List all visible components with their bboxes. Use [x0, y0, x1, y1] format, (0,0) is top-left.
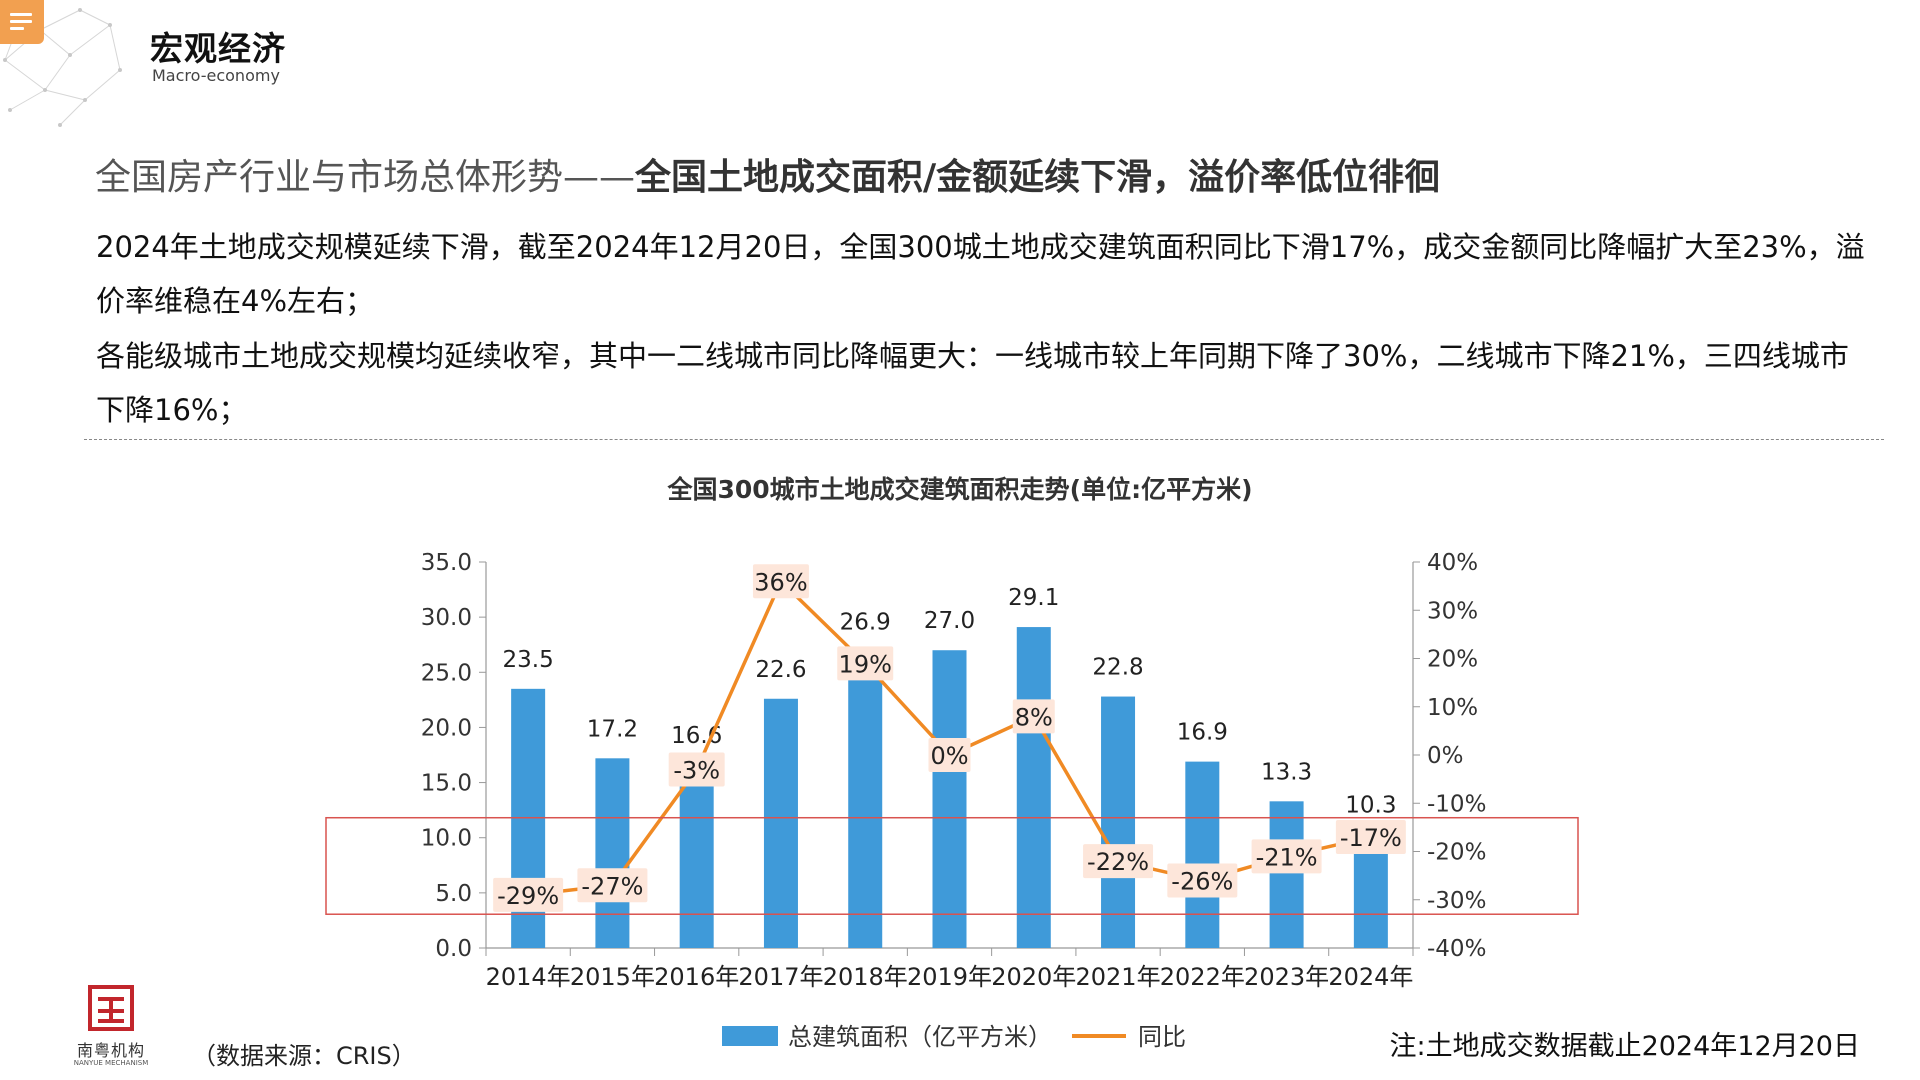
- summary-paragraph-1: 2024年土地成交规模延续下滑，截至2024年12月20日，全国300城土地成交…: [96, 230, 1865, 318]
- x-tick-label: 2014年: [486, 963, 571, 991]
- logo-mark: [88, 985, 134, 1031]
- bar: [1101, 696, 1136, 948]
- yoy-label: 8%: [1015, 703, 1053, 731]
- yoy-label-box: [1167, 863, 1238, 898]
- yoy-label-box: [752, 564, 809, 599]
- bar-value-label: 23.5: [503, 647, 554, 673]
- yoy-label-box: [668, 752, 725, 787]
- yoy-label: -22%: [1087, 848, 1149, 876]
- yoy-label-box: [577, 868, 648, 903]
- data-note: 注:土地成交数据截止2024年12月20日: [1389, 1031, 1860, 1062]
- summary-paragraph-2: 各能级城市土地成交规模均延续收窄，其中一二线城市同比降幅更大：一线城市较上年同期…: [96, 339, 1849, 427]
- dashed-divider: [84, 439, 1884, 440]
- bar: [1269, 801, 1304, 948]
- logo-text-en: NANYUE MECHANISM: [73, 1059, 149, 1067]
- bar-value-label: 26.9: [840, 609, 891, 635]
- headline-emphasis: 全国土地成交面积/金额延续下滑，溢价率低位徘徊: [635, 157, 1441, 198]
- yoy-label-box: [1012, 699, 1055, 734]
- bar: [932, 650, 967, 948]
- y-right-tick-label: 40%: [1427, 550, 1478, 576]
- x-tick-label: 2017年: [738, 963, 823, 991]
- x-tick-label: 2019年: [907, 963, 992, 991]
- legend-bar-swatch: [722, 1026, 778, 1046]
- y-left-tick-label: 15.0: [421, 771, 472, 797]
- y-left-tick-label: 10.0: [421, 826, 472, 852]
- x-tick-label: 2018年: [823, 963, 908, 991]
- y-right-tick-label: -40%: [1427, 936, 1486, 962]
- x-tick-label: 2023年: [1244, 963, 1329, 991]
- yoy-label: -3%: [673, 756, 720, 784]
- y-left-tick-label: 5.0: [435, 881, 472, 907]
- bar: [595, 758, 630, 948]
- bar-value-label: 27.0: [924, 608, 975, 634]
- highlight-box: [325, 816, 1579, 915]
- bar: [679, 764, 714, 948]
- y-left-tick-label: 0.0: [435, 936, 472, 962]
- x-tick-label: 2015年: [570, 963, 655, 991]
- yoy-label: -21%: [1256, 843, 1318, 871]
- yoy-label: -26%: [1171, 867, 1233, 895]
- logo-text-cn: 南粤机构: [76, 1041, 145, 1060]
- y-right-tick-label: 10%: [1427, 695, 1478, 721]
- headline: 全国房产行业与市场总体形势——全国土地成交面积/金额延续下滑，溢价率低位徘徊: [95, 148, 1440, 200]
- yoy-label: 0%: [930, 742, 968, 770]
- yoy-label: -27%: [581, 872, 643, 900]
- document-icon: [0, 0, 44, 44]
- section-subtitle: Macro-economy: [152, 66, 280, 85]
- legend-line-label: 同比: [1138, 1023, 1186, 1051]
- x-tick-label: 2016年: [654, 963, 739, 991]
- y-right-tick-label: 0%: [1427, 743, 1464, 769]
- yoy-label: 36%: [754, 568, 807, 596]
- bar-value-label: 16.9: [1177, 720, 1228, 746]
- y-left-tick-label: 20.0: [421, 715, 472, 741]
- y-right-tick-label: 20%: [1427, 647, 1478, 673]
- y-left-tick-label: 25.0: [421, 660, 472, 686]
- yoy-label-box: [493, 877, 564, 912]
- bar: [848, 651, 883, 948]
- bar-value-label: 13.3: [1261, 759, 1312, 785]
- bar-value-label: 10.3: [1345, 792, 1396, 818]
- headline-prefix: 全国房产行业与市场总体形势——: [95, 157, 636, 198]
- y-right-tick-label: -10%: [1427, 791, 1486, 817]
- bar-value-label: 22.6: [755, 657, 806, 683]
- bar: [1185, 761, 1220, 948]
- bar-value-label: 29.1: [1008, 585, 1059, 611]
- y-right-tick-label: 30%: [1427, 598, 1478, 624]
- chart-title: 全国300城市土地成交建筑面积走势(单位:亿平方米): [667, 475, 1253, 504]
- section-title: 宏观经济: [150, 29, 286, 68]
- bar-value-label: 22.8: [1092, 655, 1143, 681]
- x-tick-label: 2024年: [1328, 963, 1413, 991]
- x-tick-label: 2020年: [991, 963, 1076, 991]
- y-right-tick-label: -20%: [1427, 840, 1486, 866]
- y-left-tick-label: 35.0: [421, 550, 472, 576]
- yoy-label-box: [1335, 820, 1406, 855]
- yoy-label: 19%: [839, 650, 892, 678]
- yoy-label-box: [837, 646, 894, 681]
- y-left-tick-label: 30.0: [421, 605, 472, 631]
- yoy-label-box: [1251, 839, 1322, 874]
- data-source: （数据来源：CRIS）: [192, 1042, 416, 1070]
- x-tick-label: 2022年: [1160, 963, 1245, 991]
- nanyue-logo: 南粤机构 NANYUE MECHANISM: [66, 985, 156, 1075]
- bar-value-label: 17.2: [587, 716, 638, 742]
- yoy-label: -17%: [1340, 824, 1402, 852]
- legend-bar-label: 总建筑面积（亿平方米）: [788, 1023, 1052, 1051]
- yoy-label-box: [1083, 844, 1154, 879]
- yoy-label-box: [928, 738, 971, 772]
- y-right-tick-label: -30%: [1427, 888, 1486, 914]
- x-tick-label: 2021年: [1076, 963, 1161, 991]
- bar: [1016, 627, 1051, 948]
- bar: [763, 698, 798, 948]
- yoy-label: -29%: [497, 882, 559, 910]
